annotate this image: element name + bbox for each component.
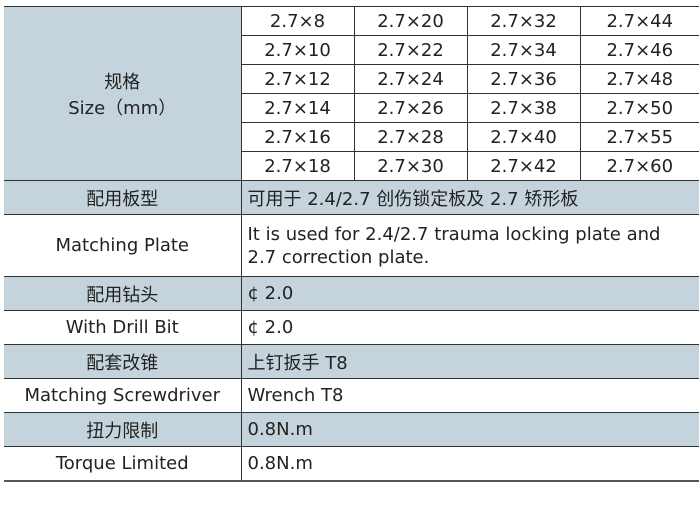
spec-row: Torque Limited 0.8N.m [4, 446, 699, 482]
size-value: 2.7×22 [354, 35, 468, 65]
spec-value: ¢ 2.0 [241, 310, 699, 345]
spec-label: With Drill Bit [4, 310, 242, 345]
spec-row: 扭力限制 0.8N.m [4, 412, 699, 447]
size-value: 2.7×42 [467, 151, 581, 181]
spec-row: 配用板型 可用于 2.4/2.7 创伤锁定板及 2.7 矫形板 [4, 180, 699, 215]
size-value: 2.7×34 [467, 35, 581, 65]
size-value: 2.7×36 [467, 64, 581, 94]
size-label-cell: 规格 Size（mm） [4, 6, 242, 181]
spec-label: Torque Limited [4, 446, 242, 482]
spec-label: 配用板型 [4, 180, 242, 215]
spec-value: It is used for 2.4/2.7 trauma locking pl… [241, 214, 699, 277]
spec-label: 配套改锥 [4, 344, 242, 379]
spec-value: 上钉扳手 T8 [241, 344, 699, 379]
spec-row: Matching Screwdriver Wrench T8 [4, 378, 699, 413]
size-label-en: Size（mm） [68, 97, 177, 119]
spec-label: 扭力限制 [4, 412, 242, 447]
size-value: 2.7×18 [241, 151, 355, 181]
size-value: 2.7×28 [354, 122, 468, 152]
spec-row: 配用钻头 ¢ 2.0 [4, 276, 699, 311]
size-value: 2.7×8 [241, 6, 355, 36]
size-value: 2.7×30 [354, 151, 468, 181]
spec-label: 配用钻头 [4, 276, 242, 311]
size-value: 2.7×26 [354, 93, 468, 123]
spec-label: Matching Screwdriver [4, 378, 242, 413]
size-value: 2.7×24 [354, 64, 468, 94]
spec-value: Wrench T8 [241, 378, 699, 413]
size-value: 2.7×38 [467, 93, 581, 123]
size-value: 2.7×50 [580, 93, 699, 123]
size-value: 2.7×55 [580, 122, 699, 152]
size-value: 2.7×32 [467, 6, 581, 36]
size-row: 2.7×18 2.7×30 2.7×42 2.7×60 [4, 151, 699, 181]
size-row: 规格 Size（mm） 2.7×8 2.7×20 2.7×32 2.7×44 [4, 6, 699, 181]
size-value: 2.7×10 [241, 35, 355, 65]
size-value: 2.7×46 [580, 35, 699, 65]
spec-value: 0.8N.m [241, 446, 699, 482]
size-value: 2.7×40 [467, 122, 581, 152]
spec-value: 可用于 2.4/2.7 创伤锁定板及 2.7 矫形板 [241, 180, 699, 215]
spec-row: 配套改锥 上钉扳手 T8 [4, 344, 699, 379]
size-value: 2.7×16 [241, 122, 355, 152]
size-value: 2.7×14 [241, 93, 355, 123]
size-label-cn: 规格 [104, 71, 141, 93]
size-value: 2.7×20 [354, 6, 468, 36]
size-row: 2.7×14 2.7×26 2.7×38 2.7×50 [4, 93, 699, 123]
spec-label: Matching Plate [4, 214, 242, 277]
size-value: 2.7×44 [580, 6, 699, 36]
spec-row: With Drill Bit ¢ 2.0 [4, 310, 699, 345]
size-value: 2.7×48 [580, 64, 699, 94]
spec-table: 规格 Size（mm） 2.7×8 2.7×20 2.7×32 2.7×44 2.7×10 2… [4, 6, 699, 482]
spec-value: ¢ 2.0 [241, 276, 699, 311]
spec-row: Matching Plate It is used for 2.4/2.7 tra… [4, 214, 699, 277]
spec-value: 0.8N.m [241, 412, 699, 447]
size-value: 2.7×60 [580, 151, 699, 181]
size-value: 2.7×12 [241, 64, 355, 94]
